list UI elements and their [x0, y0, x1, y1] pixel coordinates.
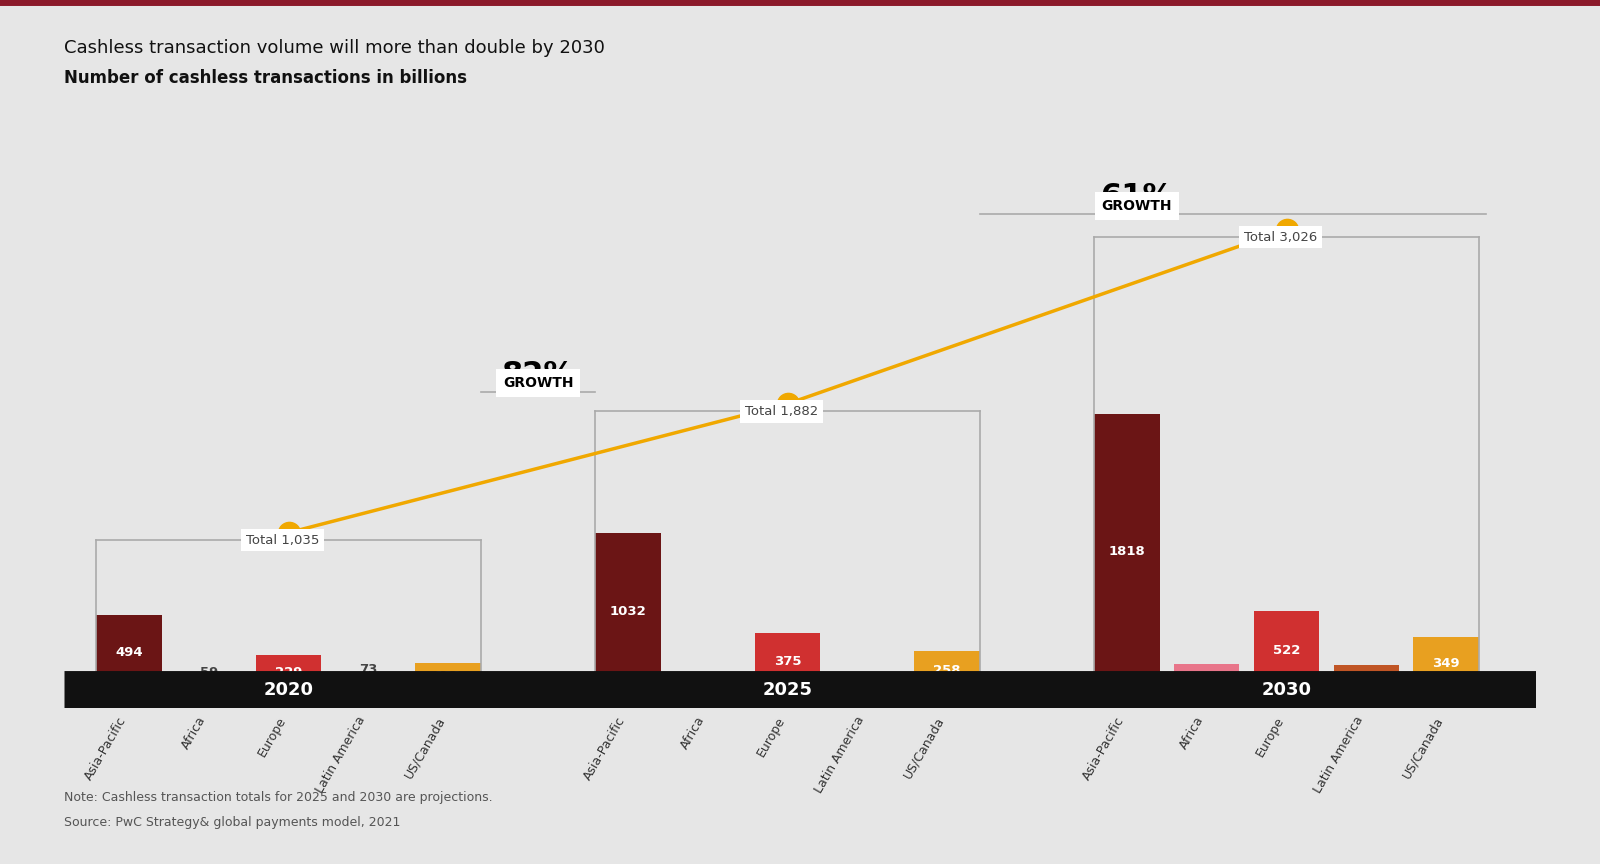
Bar: [1174, 664, 1240, 690]
Bar: [1254, 611, 1320, 690]
Text: Source: PwC Strategy& global payments model, 2021: Source: PwC Strategy& global payments mo…: [64, 816, 400, 829]
Bar: [1334, 665, 1398, 690]
Text: 2030: 2030: [1261, 681, 1312, 699]
Text: GROWTH: GROWTH: [1101, 199, 1173, 213]
Text: 258: 258: [933, 664, 962, 677]
Bar: [595, 533, 661, 690]
Bar: [336, 679, 402, 690]
Bar: [256, 656, 322, 690]
Text: 522: 522: [1274, 644, 1301, 657]
Bar: [835, 673, 901, 690]
Text: 61%: 61%: [1101, 182, 1173, 212]
Text: 82%: 82%: [501, 359, 574, 389]
Bar: [96, 615, 162, 690]
Text: 111: 111: [854, 676, 882, 689]
Text: 180: 180: [435, 670, 462, 683]
Text: 229: 229: [275, 666, 302, 679]
Text: Note: Cashless transaction totals for 2025 and 2030 are projections.: Note: Cashless transaction totals for 20…: [64, 791, 493, 804]
Bar: [1094, 414, 1160, 690]
Bar: [416, 663, 482, 690]
Text: 375: 375: [774, 655, 802, 668]
Text: 494: 494: [115, 646, 142, 659]
Text: 2020: 2020: [264, 681, 314, 699]
Text: 2025: 2025: [763, 681, 813, 699]
Text: 349: 349: [1432, 658, 1459, 670]
Text: GROWTH: GROWTH: [502, 376, 573, 391]
Text: 105: 105: [694, 676, 722, 689]
Bar: [675, 674, 741, 690]
Text: 73: 73: [358, 664, 378, 677]
Text: Number of cashless transactions in billions: Number of cashless transactions in billi…: [64, 69, 467, 87]
Bar: [755, 633, 821, 690]
Text: Cashless transaction volume will more than double by 2030: Cashless transaction volume will more th…: [64, 39, 605, 57]
Bar: [1413, 637, 1478, 690]
Bar: [915, 651, 979, 690]
Text: Total 3,026: Total 3,026: [1243, 231, 1317, 244]
Text: 172: 172: [1194, 670, 1221, 683]
Text: Total 1,035: Total 1,035: [246, 534, 318, 547]
Text: Total 1,882: Total 1,882: [744, 405, 818, 418]
Bar: [176, 681, 242, 690]
Text: 165: 165: [1352, 671, 1381, 684]
Text: 1032: 1032: [610, 605, 646, 619]
Text: 59: 59: [200, 665, 218, 678]
Text: 1818: 1818: [1109, 545, 1146, 558]
